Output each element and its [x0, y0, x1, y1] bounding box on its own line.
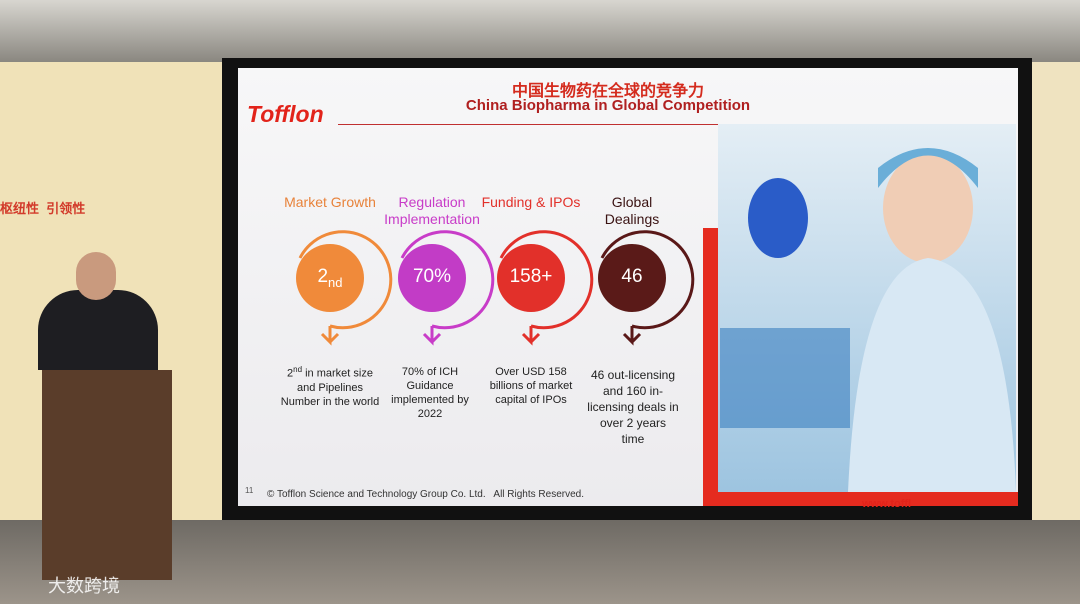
speaker-head	[76, 252, 116, 300]
floor	[0, 520, 1080, 604]
copyright: © Tofflon Science and Technology Group C…	[267, 489, 584, 500]
watermark: 大数跨境	[48, 576, 120, 596]
url: www.toffl	[862, 498, 912, 510]
title-rule	[338, 124, 1016, 125]
wall-slogan: 枢纽性 引领性	[0, 201, 86, 216]
desc-suffix: nd	[293, 365, 303, 374]
accent-bar	[703, 492, 1018, 506]
speaker	[38, 290, 158, 370]
metric-value: 2nd	[290, 266, 370, 290]
metric-value: 46	[621, 266, 643, 287]
metric-desc: 70% of ICH Guidance implemented by 2022	[391, 366, 469, 420]
wall-right	[1032, 62, 1080, 522]
metric-heading: Regulation Implementation	[384, 194, 480, 227]
metric-heading: Market Growth	[284, 194, 376, 210]
accent-bar	[703, 228, 718, 498]
metric-dot	[296, 244, 364, 312]
metric-value-suffix: nd	[328, 274, 343, 290]
metric-value: 158+	[509, 266, 553, 287]
metric-heading: Funding & IPOs	[481, 194, 581, 210]
podium	[42, 370, 172, 580]
metric-dot	[398, 244, 466, 312]
title-cn: 中国生物药在全球的竞争力	[511, 83, 704, 100]
metric-heading: Global Dealings	[604, 194, 660, 227]
photo-cap	[878, 148, 978, 188]
metric-value: 70%	[412, 266, 452, 287]
photo-face	[883, 153, 973, 263]
metric-desc: Over USD 158 billions of market capital …	[489, 366, 573, 406]
metric-value-number: 2	[317, 266, 329, 287]
photo-coat	[848, 258, 1016, 492]
ceiling	[0, 0, 1080, 62]
slide: Tofflon 中国生物药在全球的竞争力 China Biopharma in …	[238, 68, 1018, 510]
title-en: China Biopharma in Global Competition	[465, 97, 751, 114]
metric-dot	[598, 244, 666, 312]
logo: Tofflon	[247, 101, 324, 127]
desc-number: 2	[287, 367, 294, 380]
metric-dot	[497, 244, 565, 312]
photo-glove	[748, 178, 808, 258]
page-number: 11	[245, 486, 254, 495]
metric-ring	[298, 230, 695, 346]
metric-desc: 46 out-licensing and 160 in-licensing de…	[587, 368, 679, 446]
metric-desc: 2nd in market size and Pipelines Number …	[278, 363, 382, 409]
photo-tubes	[720, 328, 850, 428]
metric-graphics	[296, 124, 1018, 506]
desc-text: in market size and Pipelines Number in t…	[280, 367, 380, 408]
